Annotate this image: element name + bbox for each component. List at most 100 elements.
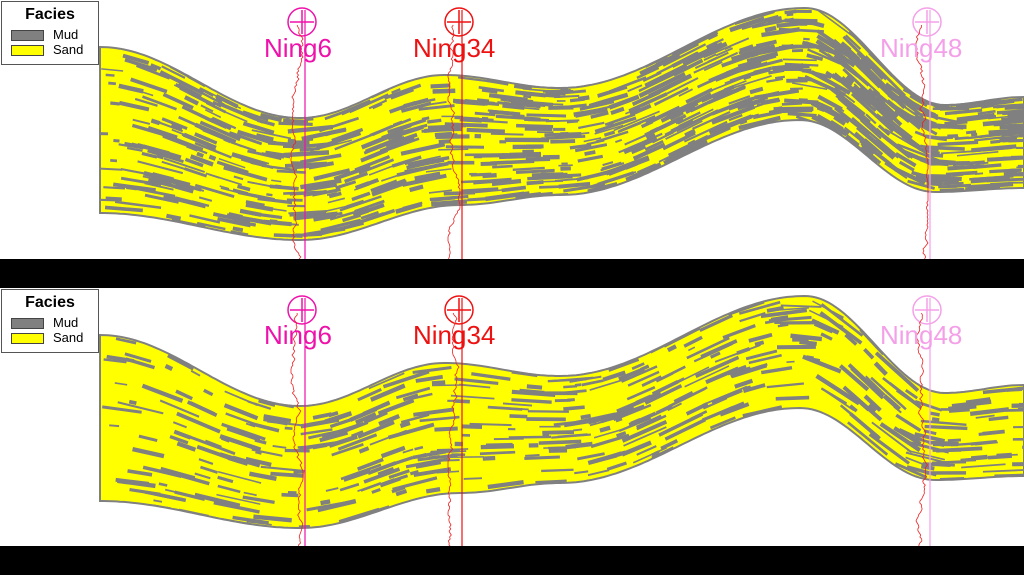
mud-streak: [160, 466, 196, 481]
mud-streak: [714, 122, 729, 132]
mud-streak: [310, 139, 352, 152]
mud-streak: [169, 435, 189, 445]
mud-streak: [184, 167, 208, 178]
mud-streak: [206, 145, 217, 152]
mud-streak: [1005, 408, 1024, 412]
mud-streak: [820, 303, 864, 337]
mud-streak: [625, 163, 638, 170]
mud-streak: [255, 133, 274, 142]
mud-streak: [489, 109, 521, 117]
mud-streak: [936, 446, 983, 453]
mud-streak: [776, 107, 787, 112]
mud-streak: [224, 111, 248, 123]
mud-streak: [357, 420, 395, 439]
mud-streak: [888, 381, 921, 408]
mud-streak: [470, 188, 497, 193]
mud-streak: [317, 211, 343, 220]
mud-streak: [325, 487, 339, 492]
mud-streak: [415, 460, 442, 469]
mud-streak: [856, 51, 885, 80]
mud-streak: [358, 446, 370, 454]
mud-streak: [387, 422, 435, 440]
mud-streak: [434, 426, 458, 432]
mud-streak: [631, 362, 645, 370]
mud-streak: [243, 491, 257, 497]
mud-streak: [487, 191, 530, 200]
mud-streak: [144, 182, 174, 191]
mud-streak: [990, 139, 1001, 144]
mud-streak: [331, 443, 364, 457]
mud-streak: [431, 450, 467, 454]
mud-streak: [739, 44, 754, 53]
mud-streak: [704, 405, 734, 421]
mud-streak: [467, 197, 489, 201]
mud-streak: [170, 123, 183, 131]
mud-streak: [152, 119, 184, 133]
mud-streak: [653, 86, 689, 106]
mud-streak: [163, 194, 207, 209]
mud-streak: [242, 110, 269, 122]
mud-streak: [204, 109, 222, 119]
mud-streak: [194, 472, 211, 480]
mud-streak: [668, 386, 708, 408]
mud-streak: [719, 402, 750, 417]
mud-streak: [482, 455, 496, 461]
mud-streak: [708, 66, 740, 83]
mud-streak: [194, 141, 232, 159]
mud-streak: [979, 132, 1004, 139]
mud-streak: [655, 372, 674, 383]
mud-streak: [245, 456, 272, 467]
mud-streak: [363, 411, 388, 424]
mud-streak: [604, 113, 636, 127]
mud-streak: [653, 377, 685, 395]
mud-streak: [578, 121, 605, 130]
mud-streak: [153, 499, 163, 503]
legend-label: Mud: [53, 27, 79, 42]
mud-streak: [337, 433, 378, 451]
mud-streak: [138, 434, 158, 443]
mud-streak: [108, 81, 117, 86]
mud-streak: [400, 142, 446, 156]
mud-streak: [487, 480, 524, 490]
mud-streak: [502, 104, 525, 110]
mud-streak: [745, 349, 778, 361]
mud-streak: [636, 445, 657, 456]
mud-streak: [216, 160, 249, 174]
mud-streak: [684, 128, 696, 138]
mud-streak: [896, 143, 943, 163]
mud-streak: [761, 27, 801, 38]
mud-streak: [425, 168, 452, 173]
mud-streak: [521, 91, 561, 98]
mud-streak: [867, 403, 877, 413]
mud-streak: [503, 99, 532, 105]
mud-streak: [176, 83, 202, 99]
mud-streak: [590, 111, 609, 119]
mud-streak: [931, 417, 940, 422]
mud-streak: [395, 386, 431, 400]
mud-streak: [354, 181, 370, 191]
mud-streak: [608, 357, 640, 372]
mud-streak: [941, 149, 981, 155]
mud-streak: [748, 332, 773, 343]
mud-streak: [469, 422, 512, 427]
mud-streak: [766, 382, 805, 389]
mud-streak: [381, 125, 412, 138]
mud-streak: [666, 344, 677, 353]
mud-streak: [303, 191, 333, 197]
mud-streak: [460, 179, 495, 184]
mud-streak: [929, 162, 974, 166]
mud-streak: [937, 459, 977, 464]
mud-streak: [161, 160, 186, 170]
mud-streak: [339, 195, 382, 212]
mud-streak: [597, 86, 628, 98]
well-head-icon: [444, 295, 474, 325]
mud-streak: [232, 226, 244, 233]
mud-streak: [563, 183, 606, 193]
mud-streak: [102, 405, 142, 414]
mud-streak: [349, 208, 396, 227]
mud-streak: [844, 45, 861, 61]
mud-streak: [431, 380, 446, 386]
mud-streak: [605, 451, 622, 459]
mud-streak: [525, 156, 551, 162]
mud-streak: [606, 461, 627, 471]
